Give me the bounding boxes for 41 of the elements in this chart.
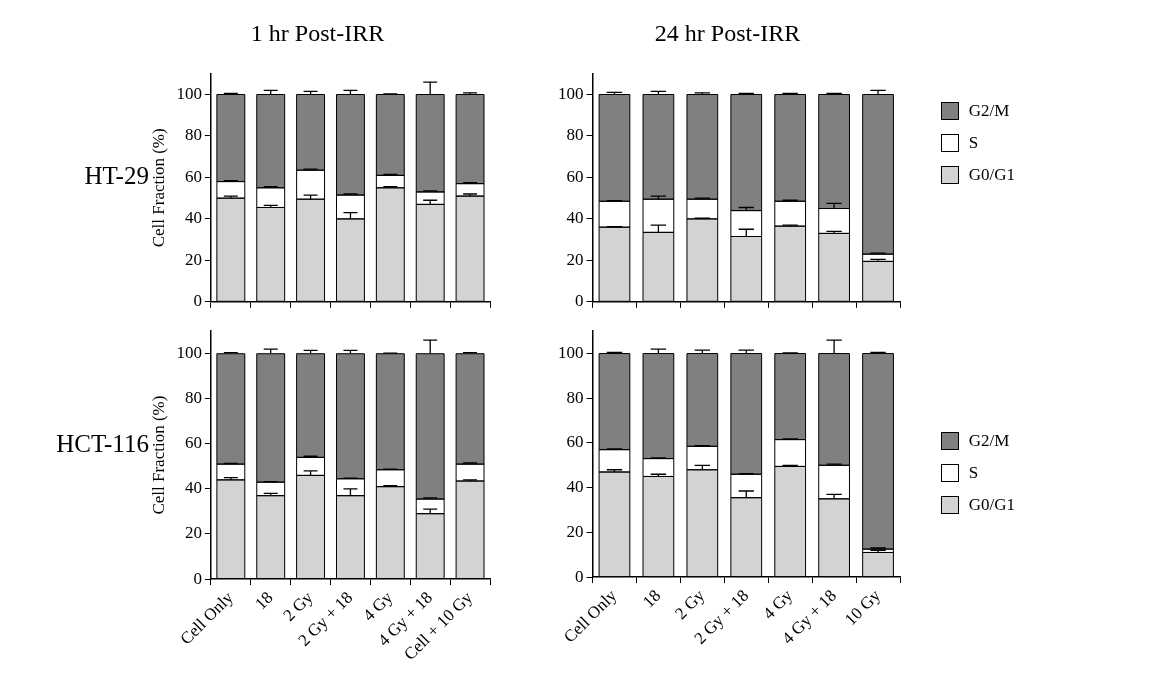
legend-label: G0/G1 [968, 495, 1015, 515]
y-tick-label: 60 [184, 433, 202, 453]
y-tick-label: 80 [566, 387, 584, 407]
y-tick-label: 100 [176, 84, 202, 103]
legend-label: G0/G1 [968, 164, 1015, 185]
y-axis-title: Cell Fraction (%) [148, 128, 168, 248]
y-tick-label: 0 [575, 291, 584, 311]
y-tick-label: 40 [184, 478, 202, 498]
legend-label: G2/M [968, 431, 1010, 451]
y-tick-label: 20 [184, 523, 202, 543]
x-tick-label: Cell Only [176, 587, 238, 649]
chart-title: 1 hr Post-IRR [250, 19, 385, 46]
y-tick-label: 20 [184, 249, 202, 269]
y-tick-label: 60 [566, 432, 584, 452]
x-tick-label: 18 [638, 585, 665, 612]
y-tick-label: 0 [193, 291, 202, 311]
text: HCT-116 [56, 429, 149, 457]
y-tick-label: 80 [184, 125, 202, 145]
legend-label: G2/M [968, 100, 1010, 121]
text: HT-29 [84, 162, 149, 190]
text: S [968, 132, 979, 153]
y-tick-label: 60 [184, 166, 202, 186]
y-tick-label: 80 [566, 125, 584, 145]
y-tick-label: 20 [566, 249, 584, 269]
chart-title: 24 hr Post-IRR [654, 19, 801, 46]
y-tick-label: 0 [193, 568, 202, 588]
y-tick-label: 60 [566, 166, 584, 186]
y-tick-label: 40 [566, 477, 584, 497]
y-tick-label: 100 [558, 343, 584, 363]
y-tick-label: 100 [176, 343, 202, 363]
x-tick-label: 18 [251, 587, 277, 614]
y-tick-label: 0 [575, 566, 584, 586]
y-tick-label: 40 [184, 208, 202, 228]
x-tick-label: Cell Only [559, 585, 621, 647]
y-tick-label: 80 [184, 388, 202, 408]
y-tick-label: 100 [558, 84, 584, 103]
text: S [968, 463, 979, 483]
y-axis-title: Cell Fraction (%) [148, 395, 168, 515]
x-tick-label: 10 Gy [840, 585, 885, 629]
y-tick-label: 40 [566, 208, 584, 228]
y-tick-label: 20 [566, 521, 584, 541]
